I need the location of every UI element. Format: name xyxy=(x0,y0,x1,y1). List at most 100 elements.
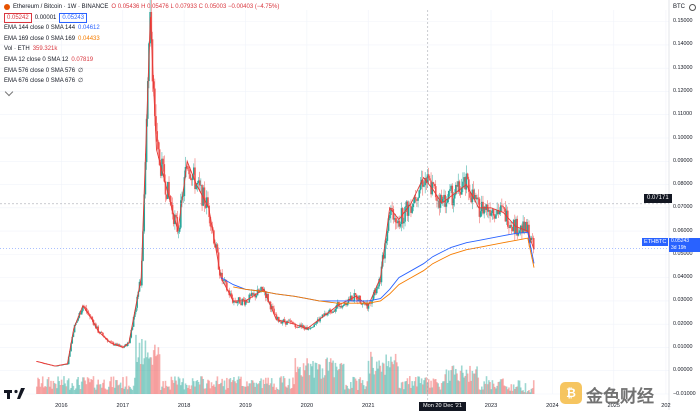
crosshair-date-tag: Mon 20 Dec '21 xyxy=(419,402,467,411)
candle-body xyxy=(335,305,338,309)
candle-body xyxy=(463,177,465,182)
candle-body xyxy=(70,343,72,352)
tradingview-logo[interactable] xyxy=(4,386,26,403)
volume-bar xyxy=(121,388,123,394)
volume-bar xyxy=(63,376,65,394)
buy-price-button[interactable]: 0.05243 xyxy=(59,12,88,23)
candle-body xyxy=(170,202,173,205)
candle-body xyxy=(469,191,471,198)
candle-body xyxy=(236,301,239,303)
candle-body xyxy=(392,209,395,220)
crosshair xyxy=(0,10,669,400)
volume-bar xyxy=(201,376,203,394)
candle-body xyxy=(255,295,258,298)
volume-bar xyxy=(226,377,228,394)
indicator-volume[interactable]: Vol · ETH 359.321k xyxy=(4,44,279,55)
volume-bar xyxy=(411,381,413,394)
candle-body xyxy=(476,197,478,200)
ethereum-icon xyxy=(4,4,10,11)
candle-body xyxy=(429,178,431,181)
volume-bar xyxy=(405,381,408,394)
volume-bar xyxy=(89,382,91,394)
volume-bar xyxy=(314,362,317,394)
candle-body xyxy=(321,314,324,318)
volume-bar xyxy=(308,375,311,394)
candle-body xyxy=(345,302,347,306)
moving-averages xyxy=(36,16,535,367)
volume-bar xyxy=(161,386,163,394)
sell-price-button[interactable]: 0.05242 xyxy=(4,12,32,23)
candle-body xyxy=(506,210,509,227)
candle-body xyxy=(423,185,425,187)
candle-body xyxy=(490,213,493,216)
candle-body xyxy=(229,293,232,296)
volume-bar xyxy=(462,372,464,394)
candle-body xyxy=(175,214,177,217)
candle-body xyxy=(532,238,535,249)
volume-bar xyxy=(483,381,485,394)
volume-bar xyxy=(155,356,157,394)
volume-bar xyxy=(417,376,419,394)
candle-body xyxy=(157,141,160,150)
volume-bar xyxy=(470,380,472,394)
legend-toggle[interactable] xyxy=(4,87,279,96)
indicator-ema676[interactable]: EMA 676 close 0 SMA 676 ∅ xyxy=(4,76,279,87)
candle-body xyxy=(273,308,275,315)
candle-body xyxy=(481,201,483,212)
volume-bar xyxy=(340,362,343,394)
indicator-ema12[interactable]: EMA 12 close 0 SMA 12 0.07819 xyxy=(4,55,279,66)
volume-bar xyxy=(357,389,359,394)
candle-body xyxy=(394,218,397,223)
volume-bar xyxy=(362,385,365,394)
volume-bar xyxy=(385,354,387,394)
volume-bar xyxy=(105,389,108,394)
candle-body xyxy=(433,184,436,187)
time-axis[interactable]: 2016 2017 2018 2019 2020 2021 2023 2024 2025 202 xyxy=(0,400,670,412)
candle-body xyxy=(324,313,326,316)
indicator-ema169[interactable]: EMA 169 close 0 SMA 169 0.04433 xyxy=(4,34,279,45)
candle-body xyxy=(132,316,135,327)
indicator-ema144[interactable]: EMA 144 close 0 SMA 144 0.04612 xyxy=(4,23,279,34)
volume-bar xyxy=(478,389,481,394)
indicator-ema576[interactable]: EMA 576 close 0 SMA 576 ∅ xyxy=(4,66,279,77)
volume-bar xyxy=(288,378,291,394)
volume-bar xyxy=(403,389,405,394)
volume-bar xyxy=(387,361,390,394)
volume-bar xyxy=(444,374,447,394)
volume-bar xyxy=(501,379,503,394)
candle-body xyxy=(294,324,297,328)
volume-bar xyxy=(359,377,362,394)
watermark: ₿ 金色财经 xyxy=(560,380,670,410)
volume-bar xyxy=(112,376,115,394)
candle-body xyxy=(518,230,521,234)
candle-body xyxy=(525,221,528,233)
volume-bar xyxy=(420,378,423,394)
symbol-row[interactable]: Ethereum / Bitcoin · 1W · BINANCE O 0.05… xyxy=(4,2,279,13)
chevron-up-icon xyxy=(4,87,14,96)
volume-bar xyxy=(222,386,225,394)
volume-bar xyxy=(197,381,200,394)
volume-bar xyxy=(327,370,330,394)
volume-bar xyxy=(502,378,504,394)
candle-body xyxy=(115,343,117,346)
last-price-tag: 0.05243 3d 19h xyxy=(669,238,700,252)
candle-body xyxy=(385,240,387,244)
candle-body xyxy=(164,181,167,195)
candle-body xyxy=(254,293,256,298)
volume-bar xyxy=(391,361,393,394)
volume-bar xyxy=(242,386,245,394)
candle-body xyxy=(331,312,333,314)
volume-bar xyxy=(46,379,49,394)
volume-bar xyxy=(379,365,382,394)
candle-body xyxy=(197,180,200,183)
volume-bar xyxy=(505,386,508,394)
price-axis[interactable]: 0.15000 0.14000 0.13000 0.12000 0.11000 0.100… xyxy=(669,0,700,410)
candle-body xyxy=(503,207,506,209)
candle-body xyxy=(366,302,369,309)
volume-bar xyxy=(430,380,432,394)
volume-bar xyxy=(393,360,396,394)
volume-bar xyxy=(177,376,180,394)
gear-icon[interactable] xyxy=(689,4,696,11)
volume-bar xyxy=(204,388,207,394)
